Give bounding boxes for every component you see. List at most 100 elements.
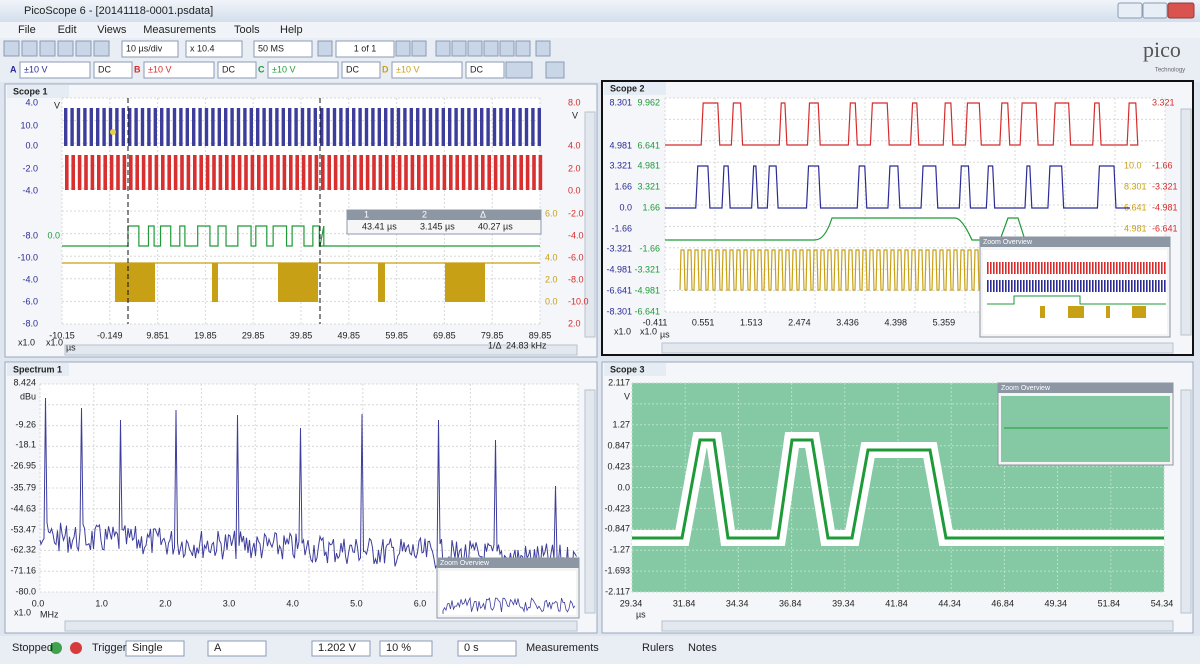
trace-a (499, 108, 502, 146)
trace-b (78, 155, 82, 190)
ov-b (1083, 280, 1085, 292)
ov-b (1026, 280, 1028, 292)
ov-a (996, 262, 998, 274)
axis-label: -8.0 (22, 318, 38, 328)
axis-label: 0.0 (617, 482, 630, 492)
axis-label: -80.0 (15, 586, 36, 596)
trace-a (403, 108, 406, 146)
measurements-button[interactable]: Measurements (526, 642, 599, 654)
v-scrollbar[interactable] (1181, 390, 1191, 613)
trace-a (269, 108, 272, 146)
tool-icon[interactable] (4, 41, 19, 56)
x-axis-label: 0.0 (32, 598, 45, 608)
trace-a (442, 108, 445, 146)
rulers-button[interactable]: Rulers (642, 642, 674, 654)
trace-a (301, 108, 304, 146)
axis-label: 0.0 (545, 296, 558, 306)
x-axis-label: -0.149 (97, 330, 123, 340)
trace-b (334, 155, 338, 190)
ov-a (1074, 262, 1076, 274)
axis-label: -6.641 (606, 285, 632, 295)
trace-b (180, 155, 184, 190)
tool-icon[interactable] (546, 62, 564, 78)
tool-icon[interactable] (536, 41, 550, 56)
tool-icon[interactable] (412, 41, 426, 56)
tool-icon[interactable] (22, 41, 37, 56)
ov-a (1008, 262, 1010, 274)
overview-title: Zoom Overview (1001, 385, 1051, 392)
ov-a (1086, 262, 1088, 274)
tool-icon[interactable] (468, 41, 482, 56)
minimize-button[interactable] (1118, 3, 1142, 18)
trigger-source[interactable]: A (214, 642, 222, 654)
trace-a (147, 108, 150, 146)
tool-icon[interactable] (436, 41, 450, 56)
v-scrollbar[interactable] (585, 390, 595, 613)
trace-a (179, 108, 182, 146)
tool-icon[interactable] (516, 41, 530, 56)
channel-range: ±10 V (272, 64, 295, 74)
ov-b (1164, 280, 1166, 292)
ruler-handle[interactable] (110, 129, 116, 135)
axis-label: 1.66 (642, 202, 660, 212)
ov-a (993, 262, 995, 274)
maximize-button[interactable] (1143, 3, 1167, 18)
trace-a (371, 108, 374, 146)
trace-b (251, 155, 255, 190)
ruler-label: 1/Δ (488, 340, 502, 350)
axis-label: -3.321 (606, 243, 632, 253)
h-scrollbar[interactable] (662, 343, 1173, 353)
tool-icon[interactable] (94, 41, 109, 56)
delay[interactable]: 0 s (464, 642, 479, 654)
tool-icon[interactable] (40, 41, 55, 56)
axis-label: 2.0 (568, 163, 581, 173)
x-axis-label: 69.85 (433, 330, 456, 340)
table-header-cell: 1 (364, 209, 369, 219)
v-scrollbar[interactable] (1181, 109, 1191, 335)
trace-d-burst (445, 263, 485, 302)
trace-b (526, 155, 530, 190)
close-button[interactable] (1168, 3, 1194, 18)
ov-a (1122, 262, 1124, 274)
trace-a (307, 108, 310, 146)
run-stop-button[interactable] (70, 642, 82, 654)
menu-item: Measurements (143, 24, 216, 36)
table-header (347, 210, 541, 220)
trace-b (193, 155, 197, 190)
trace-b (244, 155, 248, 190)
zoom: x 10.4 (190, 43, 215, 53)
axis-label: 2.0 (545, 274, 558, 284)
axis-label: -1.27 (609, 544, 630, 554)
tool-icon[interactable] (396, 41, 410, 56)
ov-a (1047, 262, 1049, 274)
h-scrollbar[interactable] (662, 621, 1173, 631)
ov-b (987, 280, 989, 292)
trace-b (468, 155, 472, 190)
ov-a (1005, 262, 1007, 274)
tool-icon[interactable] (318, 41, 332, 56)
tool-icon[interactable] (506, 62, 532, 78)
tool-icon[interactable] (76, 41, 91, 56)
ov-b (1116, 280, 1118, 292)
notes-button[interactable]: Notes (688, 642, 717, 654)
axis-label: -4.0 (22, 274, 38, 284)
trace-b (84, 155, 88, 190)
tool-icon[interactable] (58, 41, 73, 56)
trace-a (173, 108, 176, 146)
pre-trigger[interactable]: 10 % (386, 642, 411, 654)
table-header-cell: Δ (480, 209, 486, 219)
trigger-mode[interactable]: Single (132, 642, 163, 654)
trace-b (206, 155, 210, 190)
h-scrollbar[interactable] (65, 621, 577, 631)
threshold[interactable]: 1.202 V (318, 642, 357, 654)
ov-b (1050, 280, 1052, 292)
trace-b (219, 155, 223, 190)
channel-coupling: DC (470, 64, 483, 74)
axis-label: 8.424 (13, 377, 36, 387)
ruler-frequency: 24.83 kHz (506, 340, 547, 350)
tool-icon[interactable] (500, 41, 514, 56)
tool-icon[interactable] (452, 41, 466, 56)
tool-icon[interactable] (484, 41, 498, 56)
ov-b (1119, 280, 1121, 292)
x-axis-label: 4.398 (884, 317, 907, 327)
